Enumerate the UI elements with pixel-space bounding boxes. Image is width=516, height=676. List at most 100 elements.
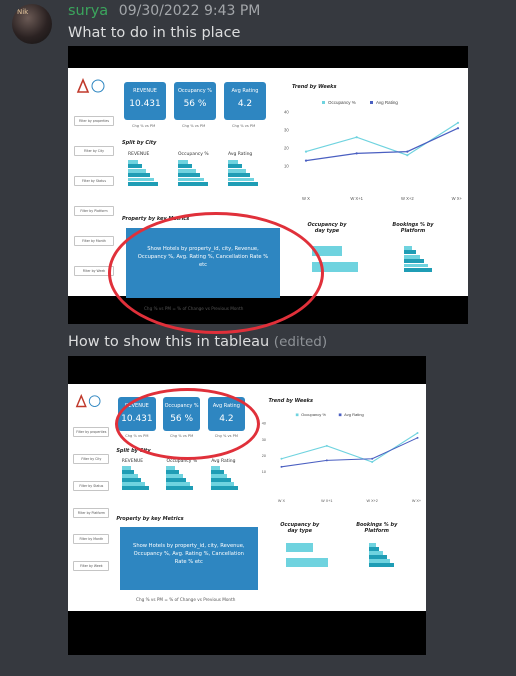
filter-button[interactable]: Filter by Week: [73, 561, 110, 572]
x-tick-label: W X+1: [321, 499, 332, 503]
metrics-title: Property by key Metrics: [116, 516, 184, 523]
edited-label: (edited): [273, 334, 328, 350]
series-point: [370, 461, 373, 464]
filter-button[interactable]: Filter by Platform: [74, 206, 114, 216]
split-column-label: Avg Rating: [228, 152, 253, 157]
series-point: [280, 465, 282, 468]
legend-swatch: [370, 101, 373, 104]
filter-button[interactable]: Filter by properties: [74, 116, 114, 126]
x-tick-label: W X+2: [401, 196, 414, 201]
trend-title: Trend by Weeks: [292, 84, 337, 90]
annotation-circle: [108, 212, 324, 334]
split-bar-chart: [121, 466, 149, 490]
series-point: [406, 150, 409, 153]
dashboard-image: Filter by properties Filter by City Filter…: [68, 384, 426, 611]
kpi-card: REVENUE 10.431: [124, 82, 166, 120]
occupancy-title: Occupancy by day type: [307, 222, 347, 234]
filter-button[interactable]: Filter by Platform: [73, 507, 110, 518]
series-line: [305, 122, 459, 156]
y-tick-label: 20: [261, 454, 265, 458]
message-line-1: What to do in this place: [68, 25, 241, 41]
avatar[interactable]: Nik: [12, 4, 52, 44]
series-line: [305, 127, 459, 162]
series-point: [456, 121, 460, 124]
x-tick-label: W X+2: [366, 499, 377, 503]
series-point: [416, 432, 419, 435]
occupancy-title: Occupancy by day type: [280, 521, 320, 534]
series-point: [355, 136, 358, 139]
bookings-title: Bookings % by Platform: [356, 521, 398, 534]
bookings-bar-chart: [368, 543, 394, 567]
logo-icon: [75, 393, 102, 412]
y-tick-label: 10: [284, 164, 289, 169]
y-tick-label: 40: [284, 110, 289, 115]
footnote: Chg % vs PM = % of Change vs Previous Mo…: [136, 597, 236, 602]
split-bar-chart: [128, 160, 158, 186]
kpi-value: 4.2: [237, 99, 253, 109]
bookings-bar-chart: [404, 246, 432, 272]
kpi-subtext: Chg % vs PM: [132, 124, 156, 128]
occupancy-bar: [312, 262, 358, 272]
series-point: [325, 444, 328, 447]
message-line-2: How to show this in tableau (edited): [68, 334, 327, 350]
series-point: [280, 457, 282, 460]
split-bar-chart: [228, 160, 258, 186]
split-bar-chart: [166, 466, 194, 490]
timestamp: 09/30/2022 9:43 PM: [118, 3, 261, 19]
series-point: [325, 459, 328, 462]
x-tick-label: W X: [302, 196, 310, 201]
filter-button[interactable]: Filter by City: [74, 146, 114, 156]
message-text: How to show this in tableau: [68, 334, 270, 350]
occupancy-bar: [286, 543, 314, 553]
legend-label: Occupancy %: [301, 412, 326, 417]
attached-image-2[interactable]: Filter by properties Filter by City Filter…: [68, 356, 426, 655]
kpi-card: Occupancy % 56 %: [174, 82, 216, 120]
split-column-label: Avg Rating: [211, 459, 236, 465]
filter-button[interactable]: Filter by City: [73, 453, 110, 464]
y-tick-label: 20: [284, 146, 289, 151]
y-tick-label: 30: [284, 128, 289, 133]
series-point: [416, 436, 419, 439]
split-column-label: Occupancy %: [178, 152, 209, 157]
series-line: [280, 432, 418, 463]
split-by-city-title: Split by City: [122, 140, 157, 146]
series-line: [280, 437, 418, 468]
filter-button[interactable]: Filter by Status: [74, 176, 114, 186]
trend-title: Trend by Weeks: [268, 398, 313, 405]
filter-button[interactable]: Filter by Month: [74, 236, 114, 246]
x-tick-label: W X: [277, 499, 285, 503]
split-bar-chart: [178, 160, 208, 186]
metrics-title: Property by key Metrics: [122, 216, 190, 222]
split-by-city-title: Split by City: [116, 448, 151, 455]
kpi-subtext: Chg % vs PM: [232, 124, 256, 128]
bookings-title: Bookings % by Platform: [392, 222, 434, 234]
kpi-card: Avg Rating 4.2: [224, 82, 266, 120]
legend-label: Avg Rating: [376, 100, 398, 105]
y-tick-label: 40: [261, 422, 265, 426]
split-column-label: REVENUE: [128, 152, 150, 157]
filter-button[interactable]: Filter by Status: [73, 480, 110, 491]
annotation-circle: [114, 387, 261, 460]
series-point: [304, 150, 308, 153]
series-point: [406, 154, 409, 157]
filter-button[interactable]: Filter by Month: [73, 534, 110, 545]
attached-image-1[interactable]: Filter by properties Filter by City Filter…: [68, 46, 468, 334]
filter-button[interactable]: Filter by properties: [73, 426, 110, 437]
x-tick-label: W X+3: [452, 196, 462, 201]
split-bar-chart: [211, 466, 239, 490]
series-point: [355, 152, 358, 155]
legend-swatch: [322, 101, 325, 104]
kpi-value: 56 %: [183, 99, 207, 109]
legend-label: Occupancy %: [328, 100, 356, 105]
legend-swatch: [338, 413, 341, 417]
message-header: surya 09/30/2022 9:43 PM: [68, 3, 260, 19]
trend-line-chart: Occupancy % Avg Rating 10 20 30 40 W X W X+1 W X…: [261, 412, 420, 503]
series-point: [304, 159, 308, 162]
y-tick-label: 10: [261, 470, 265, 474]
kpi-title: Occupancy %: [177, 88, 213, 94]
logo-icon: [76, 77, 106, 98]
split-column-label: REVENUE: [121, 459, 144, 465]
x-tick-label: W X+3: [411, 499, 420, 503]
username[interactable]: surya: [68, 3, 109, 19]
kpi-value: 10.431: [129, 99, 161, 109]
